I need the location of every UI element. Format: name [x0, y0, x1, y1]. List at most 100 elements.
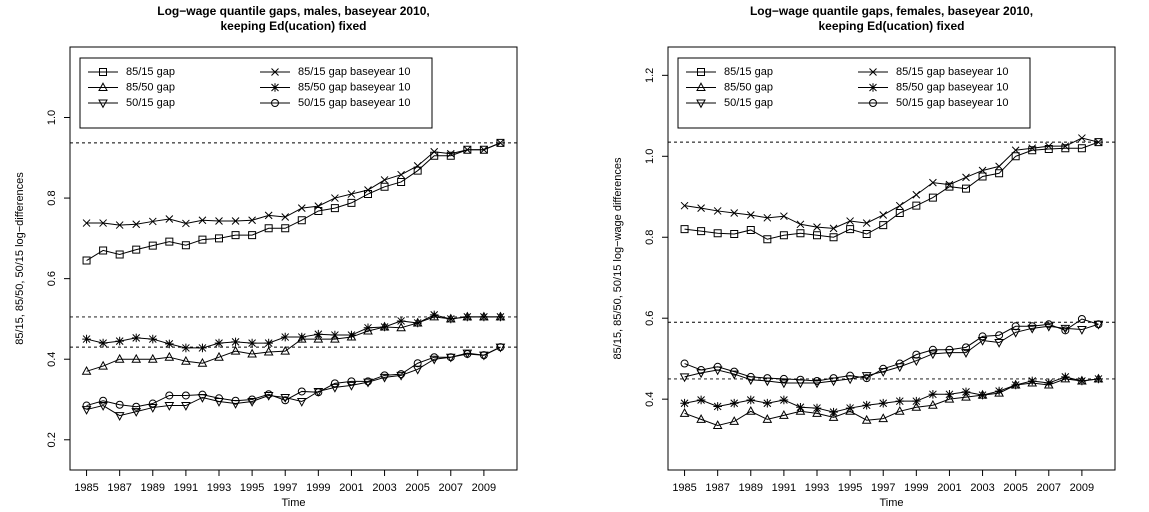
- data-point: [380, 322, 389, 332]
- legend-label: 50/15 gap baseyear 10: [896, 97, 1009, 109]
- data-point: [1044, 320, 1053, 329]
- data-point: [945, 390, 954, 399]
- data-point: [131, 333, 141, 343]
- legend-marker: [271, 99, 280, 107]
- data-point: [82, 256, 91, 265]
- data-point: [763, 398, 772, 408]
- data-point: [1028, 144, 1037, 153]
- data-point: [98, 360, 108, 370]
- data-point: [911, 401, 922, 411]
- data-point: [895, 208, 904, 217]
- y-axis-label: 85/15, 85/50, 50/15 log−differences: [14, 172, 26, 345]
- data-point: [812, 407, 822, 417]
- data-point: [148, 399, 157, 408]
- data-point: [846, 371, 855, 380]
- panel: Log−wage quantile gaps, males, baseyear …: [14, 4, 518, 509]
- x-tick-label: 2001: [937, 482, 961, 494]
- data-point: [928, 350, 938, 360]
- data-point: [763, 374, 772, 383]
- data-point: [82, 334, 91, 344]
- x-tick-label: 2003: [372, 482, 396, 494]
- legend-marker: [696, 82, 706, 91]
- x-tick-label: 1987: [107, 482, 131, 494]
- data-point: [496, 312, 505, 322]
- data-point: [413, 318, 422, 328]
- data-point: [846, 217, 854, 225]
- data-point: [895, 396, 905, 406]
- data-point: [496, 343, 505, 352]
- data-point: [962, 184, 970, 193]
- data-point: [330, 333, 340, 343]
- legend-marker: [271, 68, 279, 76]
- x-tick-label: 2003: [970, 482, 994, 494]
- data-point: [313, 333, 324, 343]
- data-point: [165, 391, 174, 400]
- data-point: [862, 400, 871, 410]
- data-point: [697, 204, 705, 212]
- x-axis-label: Time: [281, 497, 305, 509]
- data-point: [961, 391, 971, 401]
- legend-label: 85/15 gap baseyear 10: [298, 66, 411, 78]
- data-point: [878, 398, 888, 408]
- legend-box: [79, 57, 433, 129]
- legend-marker: [270, 83, 280, 92]
- data-point: [745, 405, 756, 415]
- data-point: [280, 345, 291, 355]
- data-point: [696, 395, 706, 405]
- data-point: [878, 413, 889, 423]
- data-point: [264, 211, 273, 220]
- data-point: [679, 373, 690, 383]
- data-point: [813, 231, 821, 240]
- legend-box: [677, 57, 1031, 129]
- data-point: [1011, 146, 1020, 155]
- data-point: [929, 178, 937, 187]
- data-point: [796, 220, 805, 229]
- data-point: [446, 353, 455, 362]
- data-point: [198, 390, 207, 399]
- data-point: [264, 224, 273, 233]
- data-point: [164, 351, 175, 361]
- data-point: [248, 231, 257, 240]
- data-point: [780, 212, 788, 221]
- data-point: [928, 390, 938, 399]
- data-point: [380, 371, 389, 380]
- data-point: [231, 231, 240, 240]
- data-point: [479, 351, 488, 360]
- y-tick-label: 1.0: [644, 149, 656, 164]
- data-point: [214, 351, 224, 361]
- series-line: [86, 142, 501, 226]
- data-point: [248, 216, 256, 225]
- data-point: [1094, 138, 1103, 146]
- legend-label: 85/50 gap: [724, 81, 773, 93]
- data-point: [1077, 315, 1086, 324]
- series-line: [684, 323, 1099, 384]
- data-point: [115, 221, 124, 229]
- legend-marker: [697, 68, 705, 76]
- data-point: [314, 388, 323, 397]
- data-point: [862, 230, 871, 239]
- data-point: [978, 166, 987, 175]
- data-point: [330, 383, 340, 393]
- data-point: [962, 173, 970, 182]
- data-point: [1094, 374, 1103, 384]
- data-point: [430, 353, 439, 362]
- data-point: [181, 241, 190, 250]
- data-point: [796, 402, 805, 412]
- data-point: [480, 145, 488, 154]
- data-point: [945, 345, 954, 354]
- data-point: [115, 400, 124, 409]
- data-point: [463, 145, 472, 154]
- x-tick-label: 1985: [672, 482, 696, 494]
- data-point: [730, 209, 739, 217]
- data-point: [397, 170, 405, 179]
- plot-frame: [667, 46, 1116, 471]
- data-point: [729, 416, 740, 425]
- data-point: [165, 237, 174, 246]
- data-point: [247, 348, 257, 358]
- data-point: [1011, 152, 1020, 161]
- data-point: [697, 366, 706, 375]
- data-point: [148, 241, 157, 250]
- x-tick-label: 2009: [1070, 482, 1094, 494]
- data-point: [297, 332, 307, 342]
- data-point: [1010, 328, 1021, 338]
